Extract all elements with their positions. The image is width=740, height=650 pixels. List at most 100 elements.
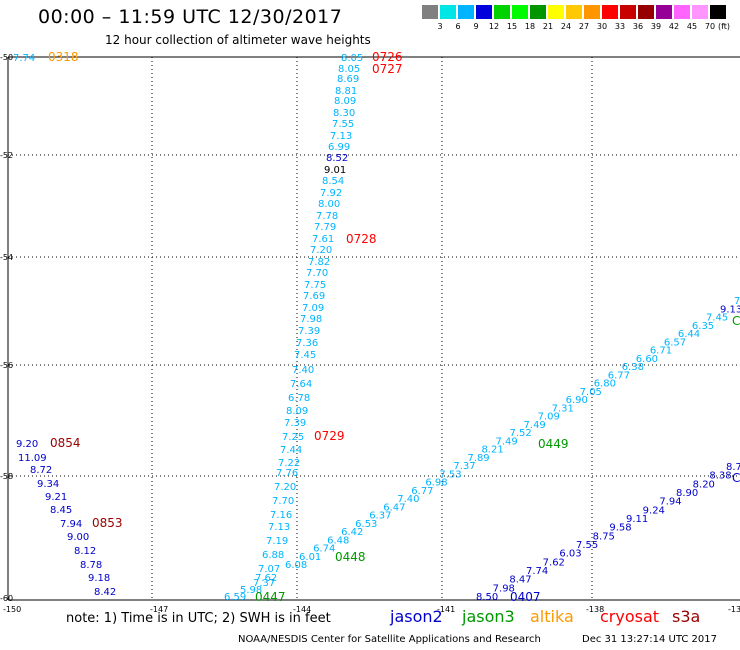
cryosat-wave-value: 7.36 — [296, 338, 318, 349]
jason3-wave-value: 6.44 — [678, 329, 700, 340]
pass-time-label: 0448 — [335, 550, 366, 564]
cryosat-wave-value: 7.92 — [320, 188, 342, 199]
jason2-wave-value: 8.75 — [593, 531, 615, 542]
cryosat-wave-value: 7.39 — [298, 326, 320, 337]
jason3-wave-value: 6.01 — [299, 552, 321, 563]
colorbar-swatch — [620, 5, 636, 19]
cryosat-wave-value: 9.01 — [324, 165, 346, 176]
colorbar-label: 15 — [506, 22, 518, 31]
colorbar-label: 6 — [455, 22, 461, 31]
jason3-wave-value: 6.47 — [383, 502, 405, 513]
colorbar-swatch — [530, 5, 546, 19]
cryosat-wave-value: 8.69 — [337, 74, 359, 85]
lat-tick-label: -56 — [0, 361, 13, 370]
s3a-wave-value: 8.12 — [74, 546, 96, 557]
colorbar-label: 42 — [668, 22, 680, 31]
jason3-wave-value: 6.77 — [608, 370, 630, 381]
s3a-wave-value: 8.42 — [94, 587, 116, 598]
jason3-wave-value: 6.53 — [355, 519, 377, 530]
colorbar-swatch — [548, 5, 564, 19]
lon-tick-label: -147 — [150, 605, 168, 614]
cryosat-wave-value: 7.13 — [268, 522, 290, 533]
pass-time-label: 0726 — [372, 50, 403, 64]
cryosat-wave-value: 7.22 — [278, 458, 300, 469]
page-title: 00:00 – 11:59 UTC 12/30/2017 — [38, 6, 343, 28]
legend-s3a: s3a — [672, 607, 701, 626]
altika-wave-value: 7.74 — [13, 53, 35, 64]
lat-tick-label: -58 — [0, 472, 13, 481]
cryosat-wave-value: 8.52 — [326, 153, 348, 164]
cryosat-wave-value: 7.76 — [276, 468, 298, 479]
jason2-wave-value: 9.58 — [609, 523, 631, 534]
cryosat-wave-value: 7.40 — [292, 365, 314, 376]
lon-tick-label: -141 — [437, 605, 455, 614]
page-subtitle: 12 hour collection of altimeter wave hei… — [105, 33, 371, 47]
colorbar-label: 24 — [560, 22, 572, 31]
jason2-wave-value: 9.11 — [626, 514, 648, 525]
s3a-wave-value: 8.72 — [30, 465, 52, 476]
footer-credit: NOAA/NESDIS Center for Satellite Applica… — [238, 634, 541, 645]
colorbar-label: 18 — [524, 22, 536, 31]
cryosat-wave-value: 7.20 — [310, 245, 332, 256]
colorbar-swatch — [674, 5, 690, 19]
colorbar-label: 21 — [542, 22, 554, 31]
jason3-wave-value: 7.53 — [439, 469, 461, 480]
cryosat-wave-value: 6.99 — [328, 142, 350, 153]
jason3-wave-value: 6.60 — [636, 354, 658, 365]
colorbar-label: 70 — [704, 22, 716, 31]
legend-jason2: jason2 — [390, 607, 443, 626]
jason2-wave-value: 8.50 — [476, 592, 498, 603]
jason3-wave-value: 6.80 — [594, 379, 616, 390]
cryosat-wave-value: 8.81 — [335, 86, 357, 97]
lat-tick-label: -60 — [0, 594, 13, 603]
pass-time-label: 0727 — [372, 62, 403, 76]
lon-tick-label: -138 — [586, 605, 604, 614]
cryosat-wave-value: 7.37 — [253, 578, 275, 589]
lat-tick-label: -54 — [0, 253, 13, 262]
colorbar-swatch — [584, 5, 600, 19]
cryosat-wave-value: 7.70 — [306, 268, 328, 279]
colorbar-swatch — [692, 5, 708, 19]
jason3-wave-value: 6.57 — [664, 337, 686, 348]
jason3-wave-value: 6.35 — [692, 321, 714, 332]
pass-time-label-edge: C — [732, 314, 740, 328]
jason2-wave-value: 8.74 — [726, 462, 740, 473]
jason3-wave-value: 7.9 — [734, 296, 740, 307]
colorbar-label: 36 — [632, 22, 644, 31]
jason3-wave-value: 6.98 — [425, 478, 447, 489]
s3a-wave-value: 9.00 — [67, 532, 89, 543]
s3a-wave-value: 8.45 — [50, 505, 72, 516]
cryosat-wave-value: 7.98 — [300, 314, 322, 325]
colorbar-swatch — [710, 5, 726, 19]
pass-time-label: 0407 — [510, 590, 541, 604]
footer-timestamp: Dec 31 13:27:14 UTC 2017 — [582, 634, 717, 645]
legend-jason3: jason3 — [462, 607, 515, 626]
pass-time-label-edge: C — [732, 471, 740, 485]
legend-cryosat: cryosat — [600, 607, 660, 626]
colorbar-swatch — [512, 5, 528, 19]
jason3-wave-value: 6.38 — [622, 362, 644, 373]
cryosat-wave-value: 8.05 — [341, 53, 363, 64]
colorbar-swatch — [602, 5, 618, 19]
pass-time-label: 0854 — [50, 436, 81, 450]
colorbar-swatch — [422, 5, 438, 19]
jason2-wave-value: 7.94 — [659, 497, 681, 508]
cryosat-wave-value: 7.75 — [304, 280, 326, 291]
jason2-wave-value: 7.74 — [526, 566, 548, 577]
colorbar-swatch — [656, 5, 672, 19]
lat-tick-label: -50 — [0, 53, 13, 62]
pass-time-label: 0853 — [92, 516, 123, 530]
colorbar-unit: (ft) — [717, 22, 731, 31]
jason2-wave-value: 9.24 — [643, 505, 665, 516]
jason3-wave-value: 6.48 — [327, 535, 349, 546]
jason3-wave-value: 7.52 — [510, 428, 532, 439]
jason2-wave-value: 8.38 — [709, 471, 731, 482]
pass-time-label: 0728 — [346, 232, 377, 246]
colorbar-swatch — [440, 5, 456, 19]
jason3-wave-value: 7.45 — [706, 313, 728, 324]
cryosat-wave-value: 7.61 — [312, 234, 334, 245]
colorbar-label: 12 — [488, 22, 500, 31]
cryosat-wave-value: 8.00 — [318, 199, 340, 210]
jason2-wave-value: 8.47 — [509, 575, 531, 586]
lat-tick-label: -52 — [0, 151, 13, 160]
